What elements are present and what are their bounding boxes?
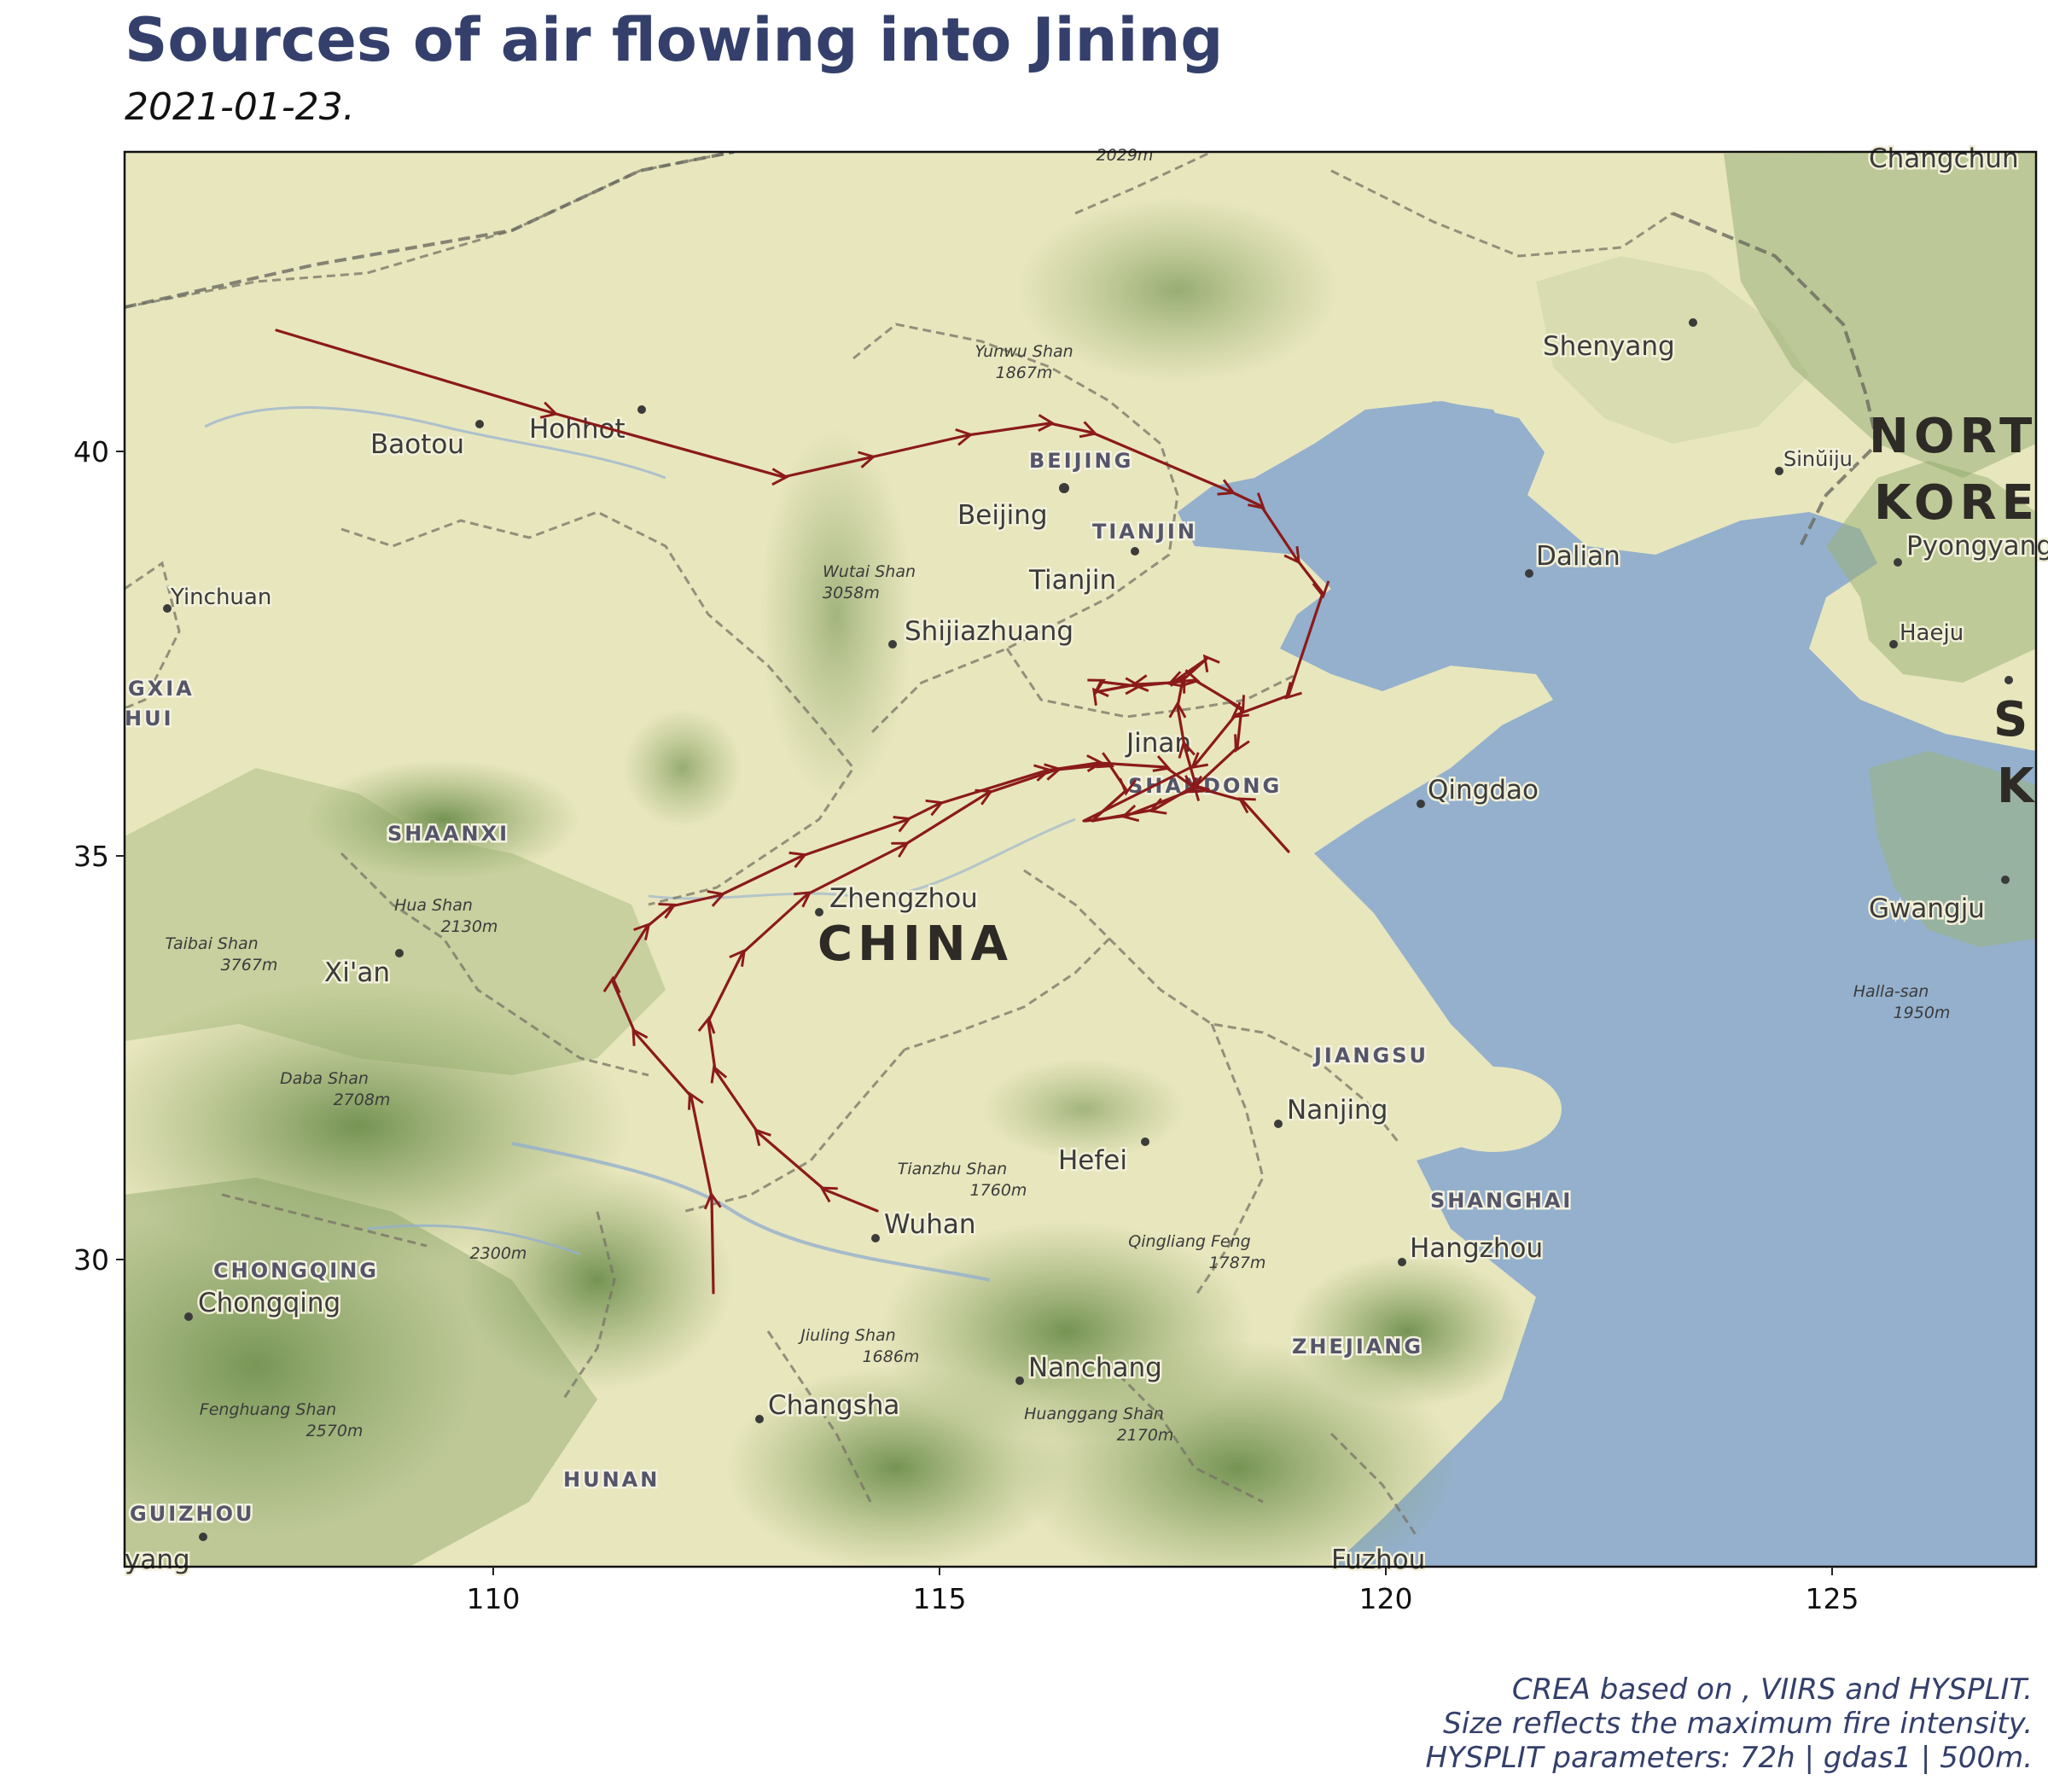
label-gwangju: Gwangju [1869,893,1985,924]
peak-hua-height: 2130m [441,917,498,936]
x-tick-110: 110 [467,1582,521,1615]
label-qingdao: Qingdao [1428,775,1539,806]
label-changsha: Changsha [768,1390,899,1421]
label-prov-tianjin: TIANJIN [1092,520,1197,544]
peak-tianzhu-name: Tianzhu Shan [898,1160,1007,1178]
peak-fenghuang-height: 2570m [306,1422,364,1440]
x-tick-120: 120 [1359,1582,1413,1615]
label-zhengzhou: Zhengzhou [829,883,978,914]
x-axis: 110 115 120 125 [467,1567,1859,1615]
caption-line-3: HYSPLIT parameters: 72h | gdas1 | 500m. [1425,1741,2033,1775]
northeast-forest [1724,152,2036,478]
map-frame [123,150,2038,1568]
label-south-korea-2: K [1997,759,2039,814]
peak-fenghuang-name: Fenghuang Shan [200,1400,336,1419]
peak-halla-name: Halla-san [1853,982,1929,1001]
y-tick-30: 30 [73,1243,109,1277]
peak-unnamed-height: 2300m [470,1244,527,1263]
trajectory-shandong-loop [1084,654,1290,853]
label-xian: Xi'an [324,957,390,988]
trajectories [275,329,1330,1295]
x-tick-125: 125 [1806,1582,1859,1615]
chart-subtitle: 2021-01-23. [125,85,355,129]
peak-yunwu-name: Yunwu Shan [975,342,1073,361]
peak-top-height: 2029m [1097,146,1154,165]
peak-tianzhu-height: 1760m [970,1181,1027,1200]
label-prov-shaanxi: SHAANXI [387,822,509,846]
label-shijiazhuang: Shijiazhuang [905,616,1073,647]
label-beijing: Beijing [957,500,1048,531]
label-north-korea-2: KORE [1874,475,2039,531]
bohai-bay [1382,401,1510,478]
peak-halla-height: 1950m [1894,1004,1951,1022]
national-boundaries [125,152,1880,547]
label-prov-shanghai: SHANGHAI [1430,1189,1573,1213]
label-prov-beijing: BEIJING [1029,449,1133,473]
label-fuzhou: Fuzhou [1331,1545,1425,1575]
label-chongqing: Chongqing [198,1288,340,1318]
y-tick-35: 35 [73,840,109,873]
peak-daba-height: 2708m [334,1091,391,1109]
label-prov-zhejiang: ZHEJIANG [1292,1335,1423,1359]
label-nanchang: Nanchang [1028,1353,1162,1383]
sea-area [1178,401,2036,1567]
caption-line-2: Size reflects the maximum fire intensity… [1443,1707,2033,1741]
label-ningxia-partial-2: HUI [125,707,174,730]
label-country-china: CHINA [817,916,1013,972]
label-pyongyang: Pyongyang [1906,531,2048,561]
peak-wutai-name: Wutai Shan [823,562,916,581]
label-baotou: Baotou [370,429,464,460]
peak-qingliang-height: 1787m [1209,1254,1266,1272]
peak-huanggang-name: Huanggang Shan [1024,1405,1164,1423]
peak-jiuling-height: 1686m [863,1347,920,1366]
city-dots [163,318,2013,1541]
peak-yunwu-height: 1867m [996,364,1053,382]
peak-taibai-height: 3767m [221,956,278,975]
label-haeju: Haeju [1900,620,1964,646]
y-tick-40: 40 [73,435,109,468]
label-south-korea-1: S [1993,692,2033,748]
label-prov-hunan: HUNAN [563,1468,660,1492]
label-shenyang: Shenyang [1543,331,1675,362]
label-ningxia-partial: GXIA [128,677,195,701]
label-wuhan: Wuhan [884,1209,976,1240]
peak-hua-name: Hua Shan [394,896,473,915]
korea-highland [1826,461,2036,683]
label-tianjin: Tianjin [1028,565,1116,596]
label-prov-guizhou: GUIZHOU [130,1502,255,1526]
caption-line-1: CREA based on , VIIRS and HYSPLIT. [1511,1673,2033,1707]
label-changchun: Changchun [1869,143,2019,174]
peak-taibai-name: Taibai Shan [165,934,258,953]
label-guiyang: yang [125,1545,190,1575]
caption: CREA based on , VIIRS and HYSPLIT. Size … [1425,1673,2033,1775]
chart-title: Sources of air flowing into Jining [125,5,1224,75]
basemap [125,152,2036,1567]
x-tick-115: 115 [913,1582,967,1615]
peak-wutai-height: 3058m [823,584,880,602]
label-north-korea-1: NORT [1869,409,2037,464]
label-dalian: Dalian [1536,541,1620,572]
label-prov-chongqing: CHONGQING [213,1259,379,1283]
peak-jiuling-name: Jiuling Shan [797,1326,895,1345]
label-nanjing: Nanjing [1287,1095,1388,1126]
y-axis: 40 35 30 [73,435,125,1277]
peak-qingliang-name: Qingliang Feng [1128,1232,1250,1251]
label-yinchuan: Yinchuan [170,585,271,610]
label-sinuiju: Sinŭiju [1783,447,1853,471]
peak-daba-name: Daba Shan [280,1069,369,1088]
label-prov-jiangsu: JIANGSU [1312,1044,1428,1068]
label-hangzhou: Hangzhou [1410,1233,1543,1264]
label-hefei: Hefei [1058,1145,1127,1176]
peak-huanggang-height: 2170m [1117,1426,1174,1445]
south-korea-highland [1869,751,2036,947]
